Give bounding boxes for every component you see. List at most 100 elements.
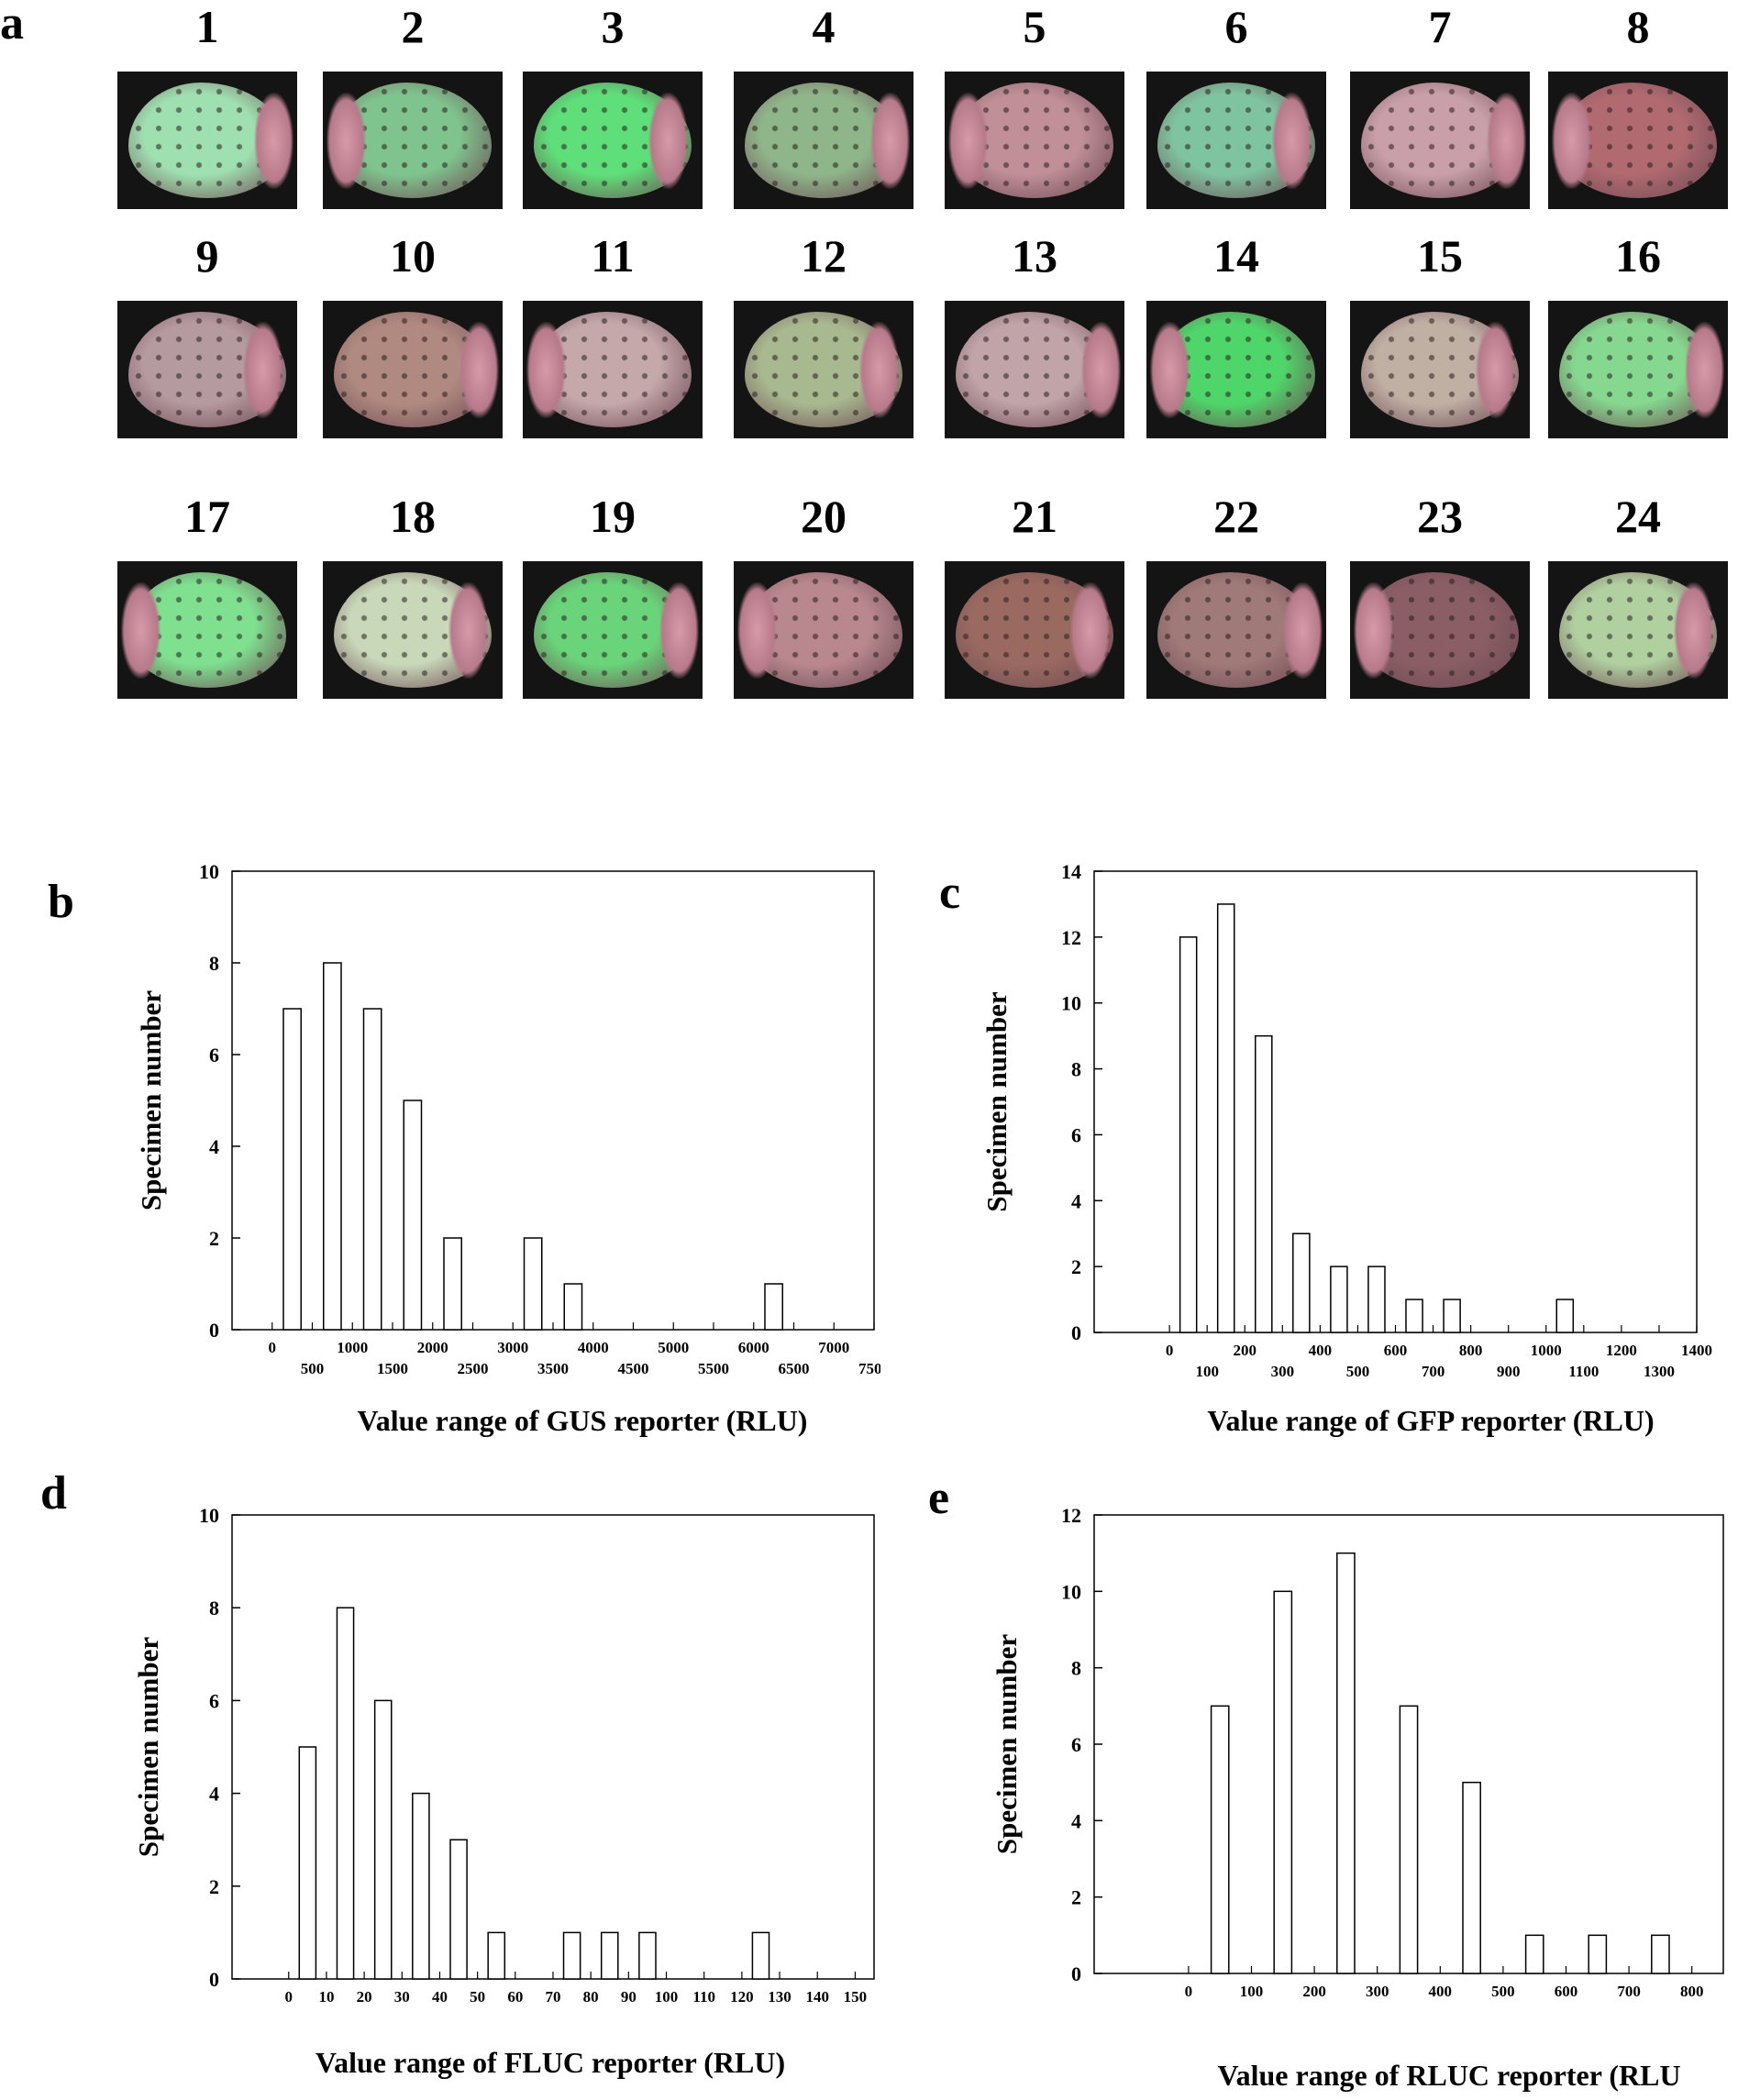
strawberry-photo	[734, 561, 913, 699]
x-tick-label: 70	[546, 1988, 561, 2006]
strawberry-photo	[1548, 561, 1728, 699]
y-tick-label: 12	[1061, 926, 1081, 949]
y-tick-label: 4	[209, 1135, 219, 1158]
fruit-number-label: 7	[1428, 1, 1452, 52]
y-tick-label: 0	[209, 1968, 219, 1991]
x-tick-label: 5500	[698, 1360, 729, 1377]
histogram-bar	[600, 1931, 619, 1980]
strawberry-photo	[323, 301, 503, 438]
histogram-bar	[403, 1100, 423, 1331]
x-tick-label: 2500	[458, 1360, 489, 1377]
histogram-bar	[1651, 1934, 1670, 1974]
x-tick-label: 200	[1302, 1983, 1326, 2000]
histogram-bar	[1443, 1299, 1461, 1333]
x-tick-label: 4000	[578, 1339, 609, 1356]
x-tick-label: 1500	[377, 1360, 408, 1377]
x-tick-label: 60	[507, 1988, 523, 2006]
histogram-bar	[487, 1931, 506, 1980]
x-tick-label: 7000	[818, 1339, 849, 1356]
x-tick-label: 140	[805, 1988, 829, 2006]
strawberry-photo	[323, 72, 503, 209]
histogram-bar	[751, 1931, 770, 1980]
x-tick-label: 0	[1185, 1983, 1193, 2000]
x-tick-label: 100	[1240, 1983, 1264, 2000]
x-tick-label: 0	[1166, 1342, 1174, 1359]
x-tick-label: 800	[1459, 1342, 1483, 1359]
y-tick-label: 4	[1071, 1809, 1081, 1832]
x-tick-label: 4500	[618, 1360, 649, 1377]
x-tick-label: 500	[1491, 1983, 1515, 2000]
histogram-bar	[1462, 1781, 1481, 1974]
histogram-bar	[562, 1931, 581, 1980]
fruit-number-label: 10	[390, 230, 436, 282]
histogram-bar	[443, 1237, 462, 1331]
histogram-bar	[1367, 1266, 1386, 1333]
strawberry-photo	[734, 301, 913, 438]
y-axis-label: Specimen number	[980, 991, 1013, 1211]
fruit-number-label: 23	[1417, 491, 1463, 542]
x-axis-label: Value range of RLUC reporter (RLU	[1217, 2059, 1680, 2092]
histogram-bar	[523, 1237, 543, 1331]
strawberry-photo	[117, 561, 297, 699]
histogram-bar	[764, 1283, 783, 1331]
x-tick-label: 600	[1555, 1983, 1578, 2000]
histogram-bar	[1399, 1705, 1419, 1974]
strawberry-photo	[945, 301, 1124, 438]
strawberry-photo	[523, 561, 703, 699]
strawberry-photo	[945, 561, 1124, 699]
y-tick-label: 6	[209, 1044, 219, 1067]
y-tick-label: 2	[209, 1227, 219, 1250]
fruit-number-label: 20	[801, 491, 847, 542]
strawberry-photo	[1548, 301, 1728, 438]
fruit-number-label: 3	[601, 1, 625, 52]
x-tick-label: 1000	[1531, 1342, 1562, 1359]
histogram-bar	[282, 1008, 302, 1331]
fruit-number-label: 22	[1213, 491, 1259, 542]
x-tick-label: 30	[394, 1988, 410, 2006]
x-tick-label: 150	[844, 1988, 868, 2006]
histogram-bar	[298, 1746, 317, 1980]
fruit-number-label: 6	[1224, 1, 1248, 52]
fruit-number-label: 5	[1023, 1, 1046, 52]
strawberry-photo	[523, 301, 703, 438]
fruit-number-label: 16	[1615, 230, 1661, 282]
fruit-number-label: 1	[195, 1, 219, 52]
y-tick-label: 2	[1071, 1886, 1081, 1909]
fruit-number-label: 13	[1012, 230, 1057, 282]
fruit-number-label: 19	[590, 491, 636, 542]
histogram-bar	[1273, 1590, 1293, 1974]
chart-panel-b: b 0 2 4 6 8 10 0 1000 2000 3000 4000 5000 6000 7000 500…	[48, 862, 880, 1437]
y-tick-label: 12	[1061, 1504, 1081, 1527]
x-axis-label: Value range of GUS reporter (RLU)	[358, 1404, 808, 1437]
x-tick-label: 20	[357, 1988, 372, 2006]
fruit-number-label: 9	[195, 230, 219, 282]
fruit-number-label: 4	[812, 1, 836, 52]
strawberry-photo	[1146, 561, 1326, 699]
strawberry-photo	[523, 72, 703, 209]
x-tick-label: 40	[432, 1988, 448, 2006]
y-tick-label: 8	[209, 952, 219, 975]
histogram-bar	[638, 1931, 657, 1980]
fruit-number-label: 15	[1417, 230, 1463, 282]
histogram-bar	[449, 1839, 468, 1980]
strawberry-photo	[1548, 72, 1728, 209]
histogram-bar	[1216, 903, 1235, 1333]
histogram-bar	[373, 1699, 393, 1980]
x-tick-label: 90	[621, 1988, 637, 2006]
y-tick-label: 6	[1071, 1123, 1081, 1146]
histogram-bar	[362, 1008, 382, 1331]
histogram-bar	[412, 1792, 430, 1980]
y-tick-label: 10	[199, 1504, 219, 1527]
y-tick-label: 8	[1071, 1657, 1081, 1680]
strawberry-photo	[1146, 301, 1326, 438]
x-tick-label: 6500	[779, 1360, 810, 1377]
y-tick-label: 10	[1061, 1580, 1081, 1603]
x-tick-label: 0	[269, 1339, 277, 1356]
x-tick-label: 10	[318, 1988, 334, 2006]
histogram-bar	[563, 1283, 583, 1331]
panel-letter-a: a	[0, 0, 24, 50]
x-tick-label: 1400	[1681, 1342, 1712, 1359]
strawberry-photo	[1350, 301, 1530, 438]
x-tick-label: 300	[1366, 1983, 1389, 2000]
x-tick-label: 100	[1195, 1363, 1219, 1380]
